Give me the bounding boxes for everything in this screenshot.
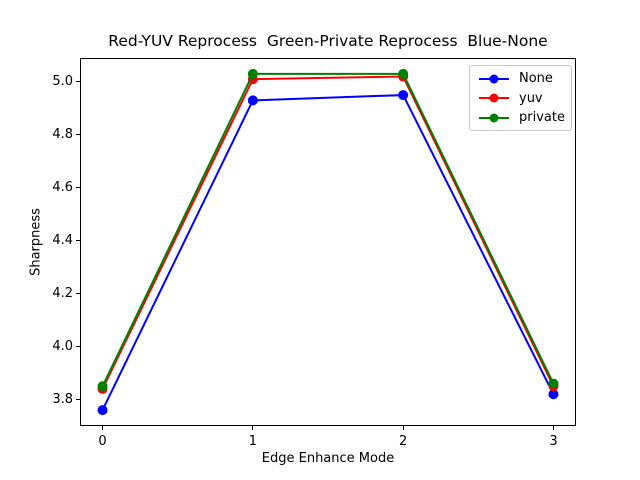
legend-entry-private: private bbox=[479, 108, 565, 128]
x-tick-mark bbox=[102, 426, 104, 430]
x-tick-mark bbox=[552, 426, 554, 430]
chart-title: Red-YUV Reprocess Green-Private Reproces… bbox=[108, 32, 548, 50]
y-axis-label: Sharpness bbox=[28, 208, 44, 276]
x-tick-mark bbox=[252, 426, 254, 430]
y-tick-label: 3.8 bbox=[52, 391, 73, 407]
series-marker-private bbox=[548, 378, 559, 389]
legend-entry-yuv: yuv bbox=[479, 89, 565, 109]
y-tick-mark bbox=[76, 81, 80, 83]
legend: None yuv private bbox=[469, 65, 572, 131]
y-tick-label: 5.0 bbox=[52, 73, 73, 89]
x-axis-label: Edge Enhance Mode bbox=[261, 451, 395, 466]
y-tick-label: 4.8 bbox=[52, 126, 73, 142]
x-tick-label: 3 bbox=[549, 434, 558, 449]
series-marker-private bbox=[247, 68, 258, 79]
y-tick-label: 4.0 bbox=[52, 338, 73, 354]
legend-label: yuv bbox=[519, 90, 543, 106]
y-tick-mark bbox=[76, 293, 80, 295]
series-marker-none bbox=[398, 90, 409, 101]
series-marker-private bbox=[97, 381, 108, 392]
legend-line-marker-sample bbox=[479, 113, 509, 123]
legend-line-marker-sample bbox=[479, 93, 509, 103]
legend-label: None bbox=[519, 71, 553, 87]
y-tick-label: 4.2 bbox=[52, 285, 73, 301]
series-marker-none bbox=[548, 389, 559, 400]
series-line-private bbox=[101, 72, 555, 387]
plot-series-canvas bbox=[97, 68, 559, 416]
series-marker-none bbox=[247, 95, 258, 106]
x-tick-label: 2 bbox=[399, 434, 408, 449]
y-tick-mark bbox=[76, 240, 80, 242]
y-tick-label: 4.4 bbox=[52, 232, 73, 248]
x-tick-label: 0 bbox=[98, 434, 107, 449]
series-marker-none bbox=[97, 405, 108, 416]
y-tick-mark bbox=[76, 346, 80, 348]
series-marker-private bbox=[398, 68, 409, 79]
legend-line-marker-sample bbox=[479, 74, 509, 84]
legend-label: private bbox=[519, 110, 565, 126]
series-line-none bbox=[101, 94, 555, 411]
y-tick-mark bbox=[76, 399, 80, 401]
series-line-yuv bbox=[101, 75, 555, 390]
y-tick-mark bbox=[76, 134, 80, 136]
y-tick-mark bbox=[76, 187, 80, 189]
x-tick-label: 1 bbox=[248, 434, 257, 449]
legend-entry-none: None bbox=[479, 69, 565, 89]
x-tick-mark bbox=[402, 426, 404, 430]
y-tick-label: 4.6 bbox=[52, 179, 73, 195]
